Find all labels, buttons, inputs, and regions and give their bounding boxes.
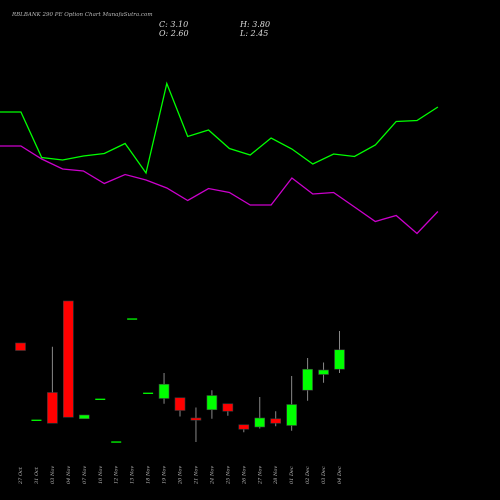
candle-flat	[143, 392, 154, 394]
x-tick-label: 03 Nov	[50, 466, 56, 484]
x-tick-label: 25 Nov	[225, 466, 231, 485]
candle-body	[254, 417, 266, 428]
candle	[302, 358, 313, 401]
candle-body	[302, 368, 313, 391]
candle-body	[15, 342, 26, 351]
candle-body	[222, 403, 234, 412]
x-tick-label: 27 Nov	[257, 466, 263, 485]
x-tick-label: 27 Oct	[18, 466, 24, 485]
candle-body	[190, 417, 202, 421]
candle	[270, 411, 282, 427]
x-tick-label: 19 Nov	[162, 466, 168, 484]
candle-body	[63, 300, 74, 418]
x-tick-label: 20 Nov	[178, 466, 184, 485]
x-tick-label: 12 Nov	[114, 466, 120, 484]
candle	[222, 403, 234, 416]
candle-flat	[111, 441, 122, 443]
candle	[158, 373, 170, 404]
candle	[334, 331, 345, 373]
candles-group	[15, 300, 345, 443]
candle-flat	[31, 419, 42, 421]
x-tick-label: 04 Dec	[337, 466, 343, 484]
candle	[31, 419, 42, 421]
candle	[15, 342, 26, 351]
candle	[111, 441, 122, 443]
candle	[174, 397, 186, 417]
close-price-label: C: 3.10	[159, 20, 188, 29]
candle	[190, 407, 202, 442]
candle-body	[158, 383, 170, 399]
candle	[95, 398, 106, 400]
x-axis-ticks: 27 Oct 31 Oct 03 Nov 04 Nov 07 Nov 10 Nov 12 N…	[18, 466, 343, 485]
x-tick-label: 01 Dec	[289, 466, 295, 484]
open-price-label: O: 2.60	[159, 29, 189, 38]
high-price-label: H: 3.80	[239, 20, 270, 29]
candle-flat	[127, 318, 138, 320]
candle-body	[206, 395, 218, 411]
x-tick-label: 24 Nov	[209, 466, 215, 485]
candle	[47, 346, 58, 424]
x-tick-label: 18 Nov	[146, 466, 152, 484]
x-tick-label: 21 Nov	[193, 466, 199, 485]
candle-body	[47, 392, 58, 424]
candle-body	[174, 397, 186, 411]
x-tick-label: 26 Nov	[241, 466, 247, 485]
candle-body	[334, 349, 345, 370]
x-tick-label: 07 Nov	[82, 466, 88, 484]
candle	[143, 392, 154, 394]
x-tick-label: 10 Nov	[98, 466, 104, 484]
indicator-line-1	[0, 145, 439, 235]
x-tick-label: 13 Nov	[130, 466, 136, 484]
x-tick-label: 02 Dec	[305, 466, 311, 484]
x-tick-label: 03 Dec	[321, 466, 327, 484]
candle-body	[270, 418, 282, 424]
candle	[238, 424, 250, 433]
candle	[63, 300, 74, 418]
low-price-label: L: 2.45	[239, 29, 268, 38]
candle	[254, 397, 266, 429]
candle-body	[238, 424, 250, 430]
candle	[318, 362, 329, 383]
candle	[127, 318, 138, 320]
candle	[286, 376, 297, 431]
indicator-lines	[0, 81, 439, 235]
x-tick-label: 04 Nov	[66, 466, 72, 484]
candle-flat	[95, 398, 106, 400]
x-tick-label: 31 Oct	[34, 466, 40, 484]
indicator-line-0	[0, 81, 439, 175]
candle-body	[318, 369, 329, 375]
x-tick-label: 28 Nov	[273, 466, 279, 485]
candle	[206, 390, 218, 419]
candle	[79, 414, 90, 420]
candle-body	[79, 414, 90, 420]
candle-body	[286, 404, 297, 426]
chart-title: RBLBANK 290 PE Option Chart MunafaSutra.…	[11, 12, 153, 18]
